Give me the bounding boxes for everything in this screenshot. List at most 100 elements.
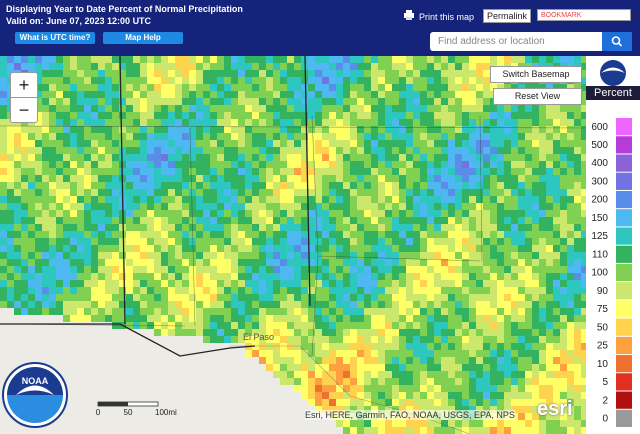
print-link[interactable]: Print this map xyxy=(419,12,475,22)
precip-cell xyxy=(539,119,546,126)
precip-cell xyxy=(448,245,455,252)
precip-cell xyxy=(266,238,273,245)
precip-cell xyxy=(413,301,420,308)
precip-cell xyxy=(581,175,586,182)
precip-cell xyxy=(560,420,567,427)
precip-cell xyxy=(490,126,497,133)
precip-cell xyxy=(301,350,308,357)
precip-cell xyxy=(413,266,420,273)
precip-cell xyxy=(546,399,553,406)
precip-cell xyxy=(42,231,49,238)
precip-cell xyxy=(189,70,196,77)
precip-cell xyxy=(224,140,231,147)
precip-cell xyxy=(238,273,245,280)
precip-cell xyxy=(441,105,448,112)
precip-cell xyxy=(308,287,315,294)
precip-cell xyxy=(112,133,119,140)
precip-cell xyxy=(574,413,581,420)
precip-cell xyxy=(70,119,77,126)
precip-cell xyxy=(252,203,259,210)
precip-cell xyxy=(581,252,586,259)
precip-cell xyxy=(490,154,497,161)
precip-cell xyxy=(63,252,70,259)
precip-cell xyxy=(357,252,364,259)
precip-cell xyxy=(483,84,490,91)
precip-cell xyxy=(413,112,420,119)
precip-cell xyxy=(280,252,287,259)
precip-cell xyxy=(567,259,574,266)
bookmark[interactable]: BOOKMARK xyxy=(537,9,631,21)
precip-cell xyxy=(378,161,385,168)
precip-cell xyxy=(399,315,406,322)
precip-cell xyxy=(350,364,357,371)
precip-cell xyxy=(441,133,448,140)
precip-cell xyxy=(224,133,231,140)
precip-cell xyxy=(378,210,385,217)
precip-cell xyxy=(7,203,14,210)
search-box[interactable]: Find address or location xyxy=(430,32,602,51)
precip-cell xyxy=(399,210,406,217)
precip-cell xyxy=(462,329,469,336)
precip-cell xyxy=(175,63,182,70)
precip-cell xyxy=(385,371,392,378)
zoom-in[interactable]: + xyxy=(10,72,38,98)
switch-basemap[interactable]: Switch Basemap xyxy=(490,66,582,83)
precip-cell xyxy=(315,189,322,196)
precip-cell xyxy=(133,84,140,91)
precip-cell xyxy=(287,322,294,329)
precip-cell xyxy=(539,399,546,406)
precip-cell xyxy=(406,147,413,154)
precip-cell xyxy=(252,224,259,231)
precip-cell xyxy=(133,133,140,140)
legend-swatch xyxy=(616,190,632,209)
precip-cell xyxy=(322,322,329,329)
precip-cell xyxy=(301,378,308,385)
precip-cell xyxy=(0,91,7,98)
precip-cell xyxy=(378,315,385,322)
permalink[interactable]: Permalink xyxy=(483,9,531,23)
precip-cell xyxy=(84,84,91,91)
precip-cell xyxy=(490,357,497,364)
utc-button[interactable]: What is UTC time? xyxy=(15,32,95,44)
precip-cell xyxy=(189,168,196,175)
precip-cell xyxy=(532,280,539,287)
precip-cell xyxy=(168,154,175,161)
precip-cell xyxy=(203,322,210,329)
search-button[interactable] xyxy=(602,32,632,51)
precip-cell xyxy=(308,322,315,329)
precip-cell xyxy=(56,287,63,294)
precip-cell xyxy=(420,154,427,161)
precip-cell xyxy=(315,161,322,168)
precip-cell xyxy=(420,56,427,63)
precip-cell xyxy=(287,70,294,77)
precip-cell xyxy=(462,203,469,210)
precip-cell xyxy=(343,231,350,238)
precip-cell xyxy=(448,301,455,308)
precip-cell xyxy=(21,224,28,231)
map[interactable]: El Paso xyxy=(0,56,586,434)
precip-cell xyxy=(294,63,301,70)
precip-cell xyxy=(182,98,189,105)
precip-cell xyxy=(14,203,21,210)
precip-cell xyxy=(483,252,490,259)
precip-cell xyxy=(511,217,518,224)
precip-cell xyxy=(294,336,301,343)
precip-cell xyxy=(105,280,112,287)
help-button[interactable]: Map Help xyxy=(103,32,183,44)
precip-cell xyxy=(231,294,238,301)
zoom-out[interactable]: − xyxy=(10,97,38,123)
precip-cell xyxy=(217,203,224,210)
precip-cell xyxy=(343,392,350,399)
precip-cell xyxy=(581,147,586,154)
precip-cell xyxy=(154,154,161,161)
precip-cell xyxy=(189,182,196,189)
precip-cell xyxy=(203,231,210,238)
precip-cell xyxy=(329,259,336,266)
precip-cell xyxy=(532,301,539,308)
precip-cell xyxy=(42,133,49,140)
print-icon[interactable] xyxy=(403,9,415,21)
precip-cell xyxy=(322,273,329,280)
reset-view[interactable]: Reset View xyxy=(493,88,582,105)
precip-cell xyxy=(280,77,287,84)
precip-cell xyxy=(56,161,63,168)
